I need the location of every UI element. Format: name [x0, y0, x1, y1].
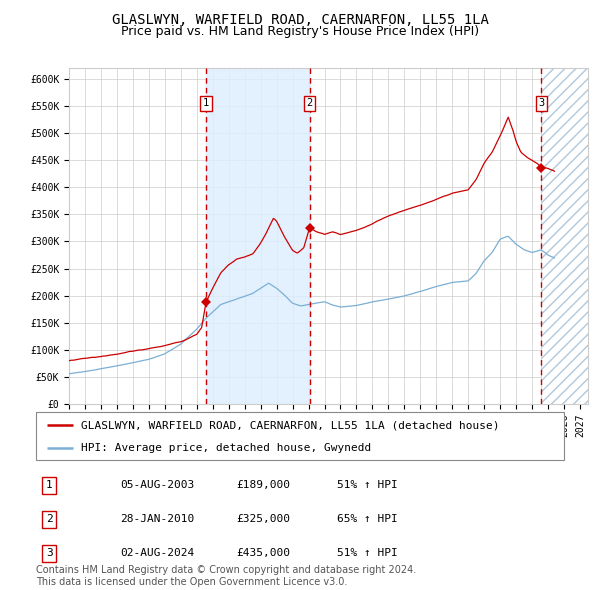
- Text: 2: 2: [307, 98, 313, 108]
- Text: GLASLWYN, WARFIELD ROAD, CAERNARFON, LL55 1LA (detached house): GLASLWYN, WARFIELD ROAD, CAERNARFON, LL5…: [81, 420, 499, 430]
- Bar: [541, 68, 588, 404]
- FancyBboxPatch shape: [36, 412, 564, 460]
- Text: 28-JAN-2010: 28-JAN-2010: [121, 514, 195, 524]
- Text: Contains HM Land Registry data © Crown copyright and database right 2024.
This d: Contains HM Land Registry data © Crown c…: [36, 565, 416, 587]
- Bar: [541, 68, 588, 404]
- Bar: [206, 68, 310, 404]
- Text: GLASLWYN, WARFIELD ROAD, CAERNARFON, LL55 1LA: GLASLWYN, WARFIELD ROAD, CAERNARFON, LL5…: [112, 13, 488, 27]
- Text: Price paid vs. HM Land Registry's House Price Index (HPI): Price paid vs. HM Land Registry's House …: [121, 25, 479, 38]
- Text: HPI: Average price, detached house, Gwynedd: HPI: Average price, detached house, Gwyn…: [81, 443, 371, 453]
- Text: 51% ↑ HPI: 51% ↑ HPI: [337, 548, 398, 558]
- Text: 02-AUG-2024: 02-AUG-2024: [121, 548, 195, 558]
- Text: 05-AUG-2003: 05-AUG-2003: [121, 480, 195, 490]
- Text: 51% ↑ HPI: 51% ↑ HPI: [337, 480, 398, 490]
- Text: £435,000: £435,000: [236, 548, 290, 558]
- Text: 1: 1: [203, 98, 209, 108]
- Text: 2: 2: [46, 514, 53, 524]
- Text: 1: 1: [46, 480, 53, 490]
- Text: £189,000: £189,000: [236, 480, 290, 490]
- Text: 3: 3: [538, 98, 544, 108]
- Text: 65% ↑ HPI: 65% ↑ HPI: [337, 514, 398, 524]
- Text: 3: 3: [46, 548, 53, 558]
- Text: £325,000: £325,000: [236, 514, 290, 524]
